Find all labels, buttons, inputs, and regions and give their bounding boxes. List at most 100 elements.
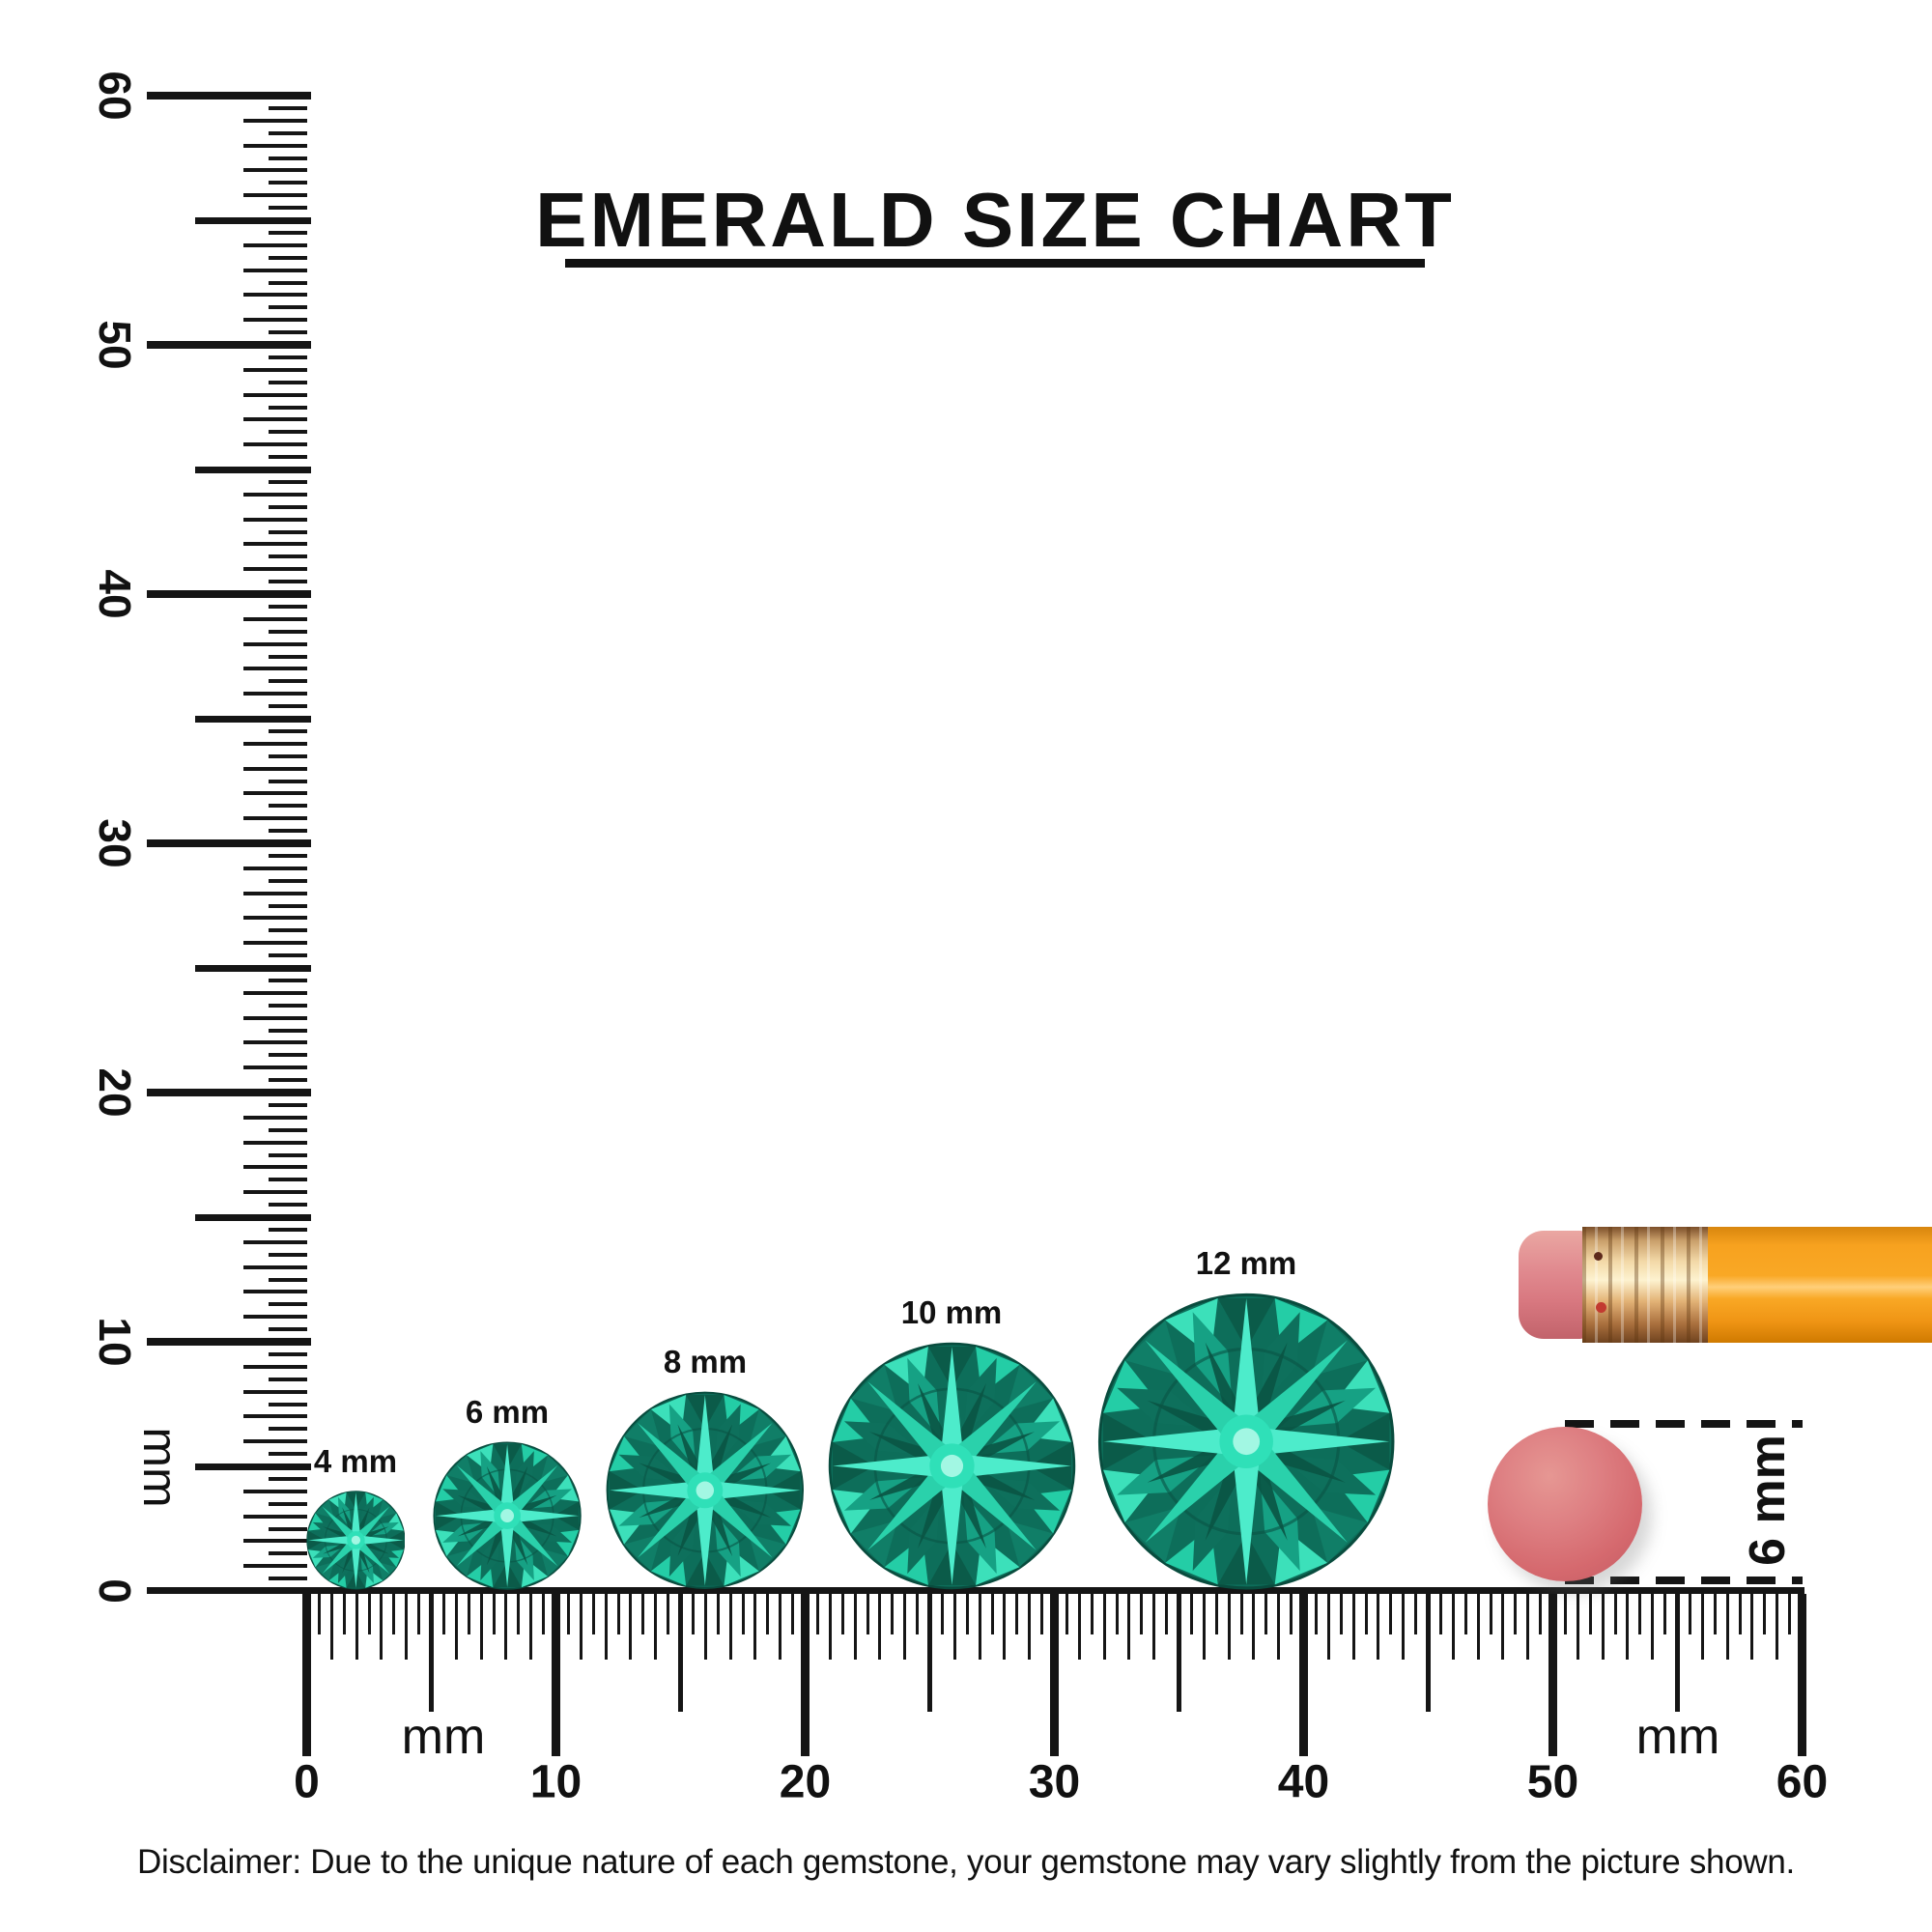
horizontal-ruler-tick [566, 1594, 570, 1634]
vertical-ruler-tick [195, 216, 311, 224]
vertical-ruler-tick [269, 330, 307, 335]
horizontal-ruler-tick [1663, 1594, 1667, 1634]
vertical-ruler-tick [195, 1463, 311, 1470]
vertical-ruler-tick [269, 580, 307, 584]
vertical-ruler-tick [243, 1514, 307, 1519]
horizontal-ruler-tick [1451, 1594, 1455, 1660]
pencil-ferrule [1582, 1227, 1710, 1343]
horizontal-ruler-tick [302, 1594, 311, 1756]
vertical-ruler-tick [269, 1152, 307, 1157]
horizontal-ruler-tick [454, 1594, 458, 1660]
horizontal-ruler-tick [1264, 1594, 1268, 1634]
horizontal-ruler-tick [1563, 1594, 1567, 1634]
horizontal-ruler-tick [1140, 1594, 1144, 1634]
horizontal-ruler-tick [1738, 1594, 1742, 1634]
horizontal-ruler-number: 60 [1776, 1756, 1829, 1808]
vertical-ruler-tick [243, 1239, 307, 1244]
horizontal-ruler-tick [629, 1594, 633, 1660]
horizontal-ruler-tick [579, 1594, 582, 1660]
horizontal-ruler-tick [380, 1594, 384, 1660]
horizontal-ruler-tick [1414, 1594, 1418, 1634]
vertical-ruler-tick [243, 1264, 307, 1269]
horizontal-ruler-tick [801, 1594, 810, 1756]
horizontal-ruler-tick [940, 1594, 944, 1634]
horizontal-ruler-tick [1763, 1594, 1767, 1634]
vertical-ruler-tick [269, 704, 307, 709]
vertical-ruler-tick [269, 779, 307, 783]
vertical-ruler-tick [243, 766, 307, 771]
horizontal-ruler-tick [1050, 1594, 1059, 1756]
horizontal-ruler-tick [479, 1594, 483, 1660]
vertical-ruler-tick [269, 928, 307, 933]
horizontal-ruler-tick [779, 1594, 782, 1660]
horizontal-ruler-tick [990, 1594, 994, 1634]
horizontal-ruler-tick [1314, 1594, 1318, 1634]
eraser-size-label: 6 mm [1740, 1435, 1796, 1566]
vertical-ruler-tick [243, 1140, 307, 1145]
horizontal-ruler-tick [1798, 1594, 1806, 1756]
vertical-ruler-tick [243, 143, 307, 148]
horizontal-ruler-tick [1700, 1594, 1704, 1660]
pencil-ferrule-rivet [1596, 1302, 1606, 1313]
emerald-gem [305, 1491, 406, 1590]
horizontal-ruler-tick [1788, 1594, 1792, 1634]
vertical-ruler-tick [243, 1564, 307, 1569]
vertical-ruler-tick [243, 816, 307, 821]
horizontal-ruler-tick [815, 1594, 819, 1634]
vertical-ruler-tick [269, 1227, 307, 1232]
vertical-ruler-tick [269, 479, 307, 484]
vertical-ruler-tick [243, 367, 307, 372]
vertical-ruler-tick [195, 964, 311, 972]
vertical-ruler-tick [243, 941, 307, 946]
vertical-ruler-tick [269, 1551, 307, 1556]
vertical-ruler-number: 60 [90, 71, 140, 121]
horizontal-ruler-tick [392, 1594, 396, 1634]
vertical-ruler-tick [269, 1203, 307, 1208]
horizontal-ruler-tick [417, 1594, 421, 1634]
horizontal-ruler-unit-left: mm [401, 1709, 486, 1765]
horizontal-ruler-number: 50 [1526, 1756, 1579, 1808]
horizontal-ruler-tick [1526, 1594, 1530, 1660]
horizontal-ruler-tick [492, 1594, 496, 1634]
vertical-ruler-number: 20 [90, 1067, 140, 1118]
vertical-ruler-tick [269, 1053, 307, 1058]
horizontal-ruler-tick [529, 1594, 533, 1660]
vertical-ruler-tick [269, 206, 307, 211]
vertical-ruler-tick [269, 1028, 307, 1033]
horizontal-ruler-tick [1364, 1594, 1368, 1634]
horizontal-ruler-tick [1239, 1594, 1243, 1634]
horizontal-ruler-tick [952, 1594, 956, 1660]
vertical-ruler-tick [243, 1539, 307, 1544]
horizontal-ruler-tick [1177, 1594, 1181, 1712]
horizontal-ruler-tick [317, 1594, 321, 1634]
vertical-ruler-tick [269, 504, 307, 509]
horizontal-ruler-tick [429, 1594, 434, 1712]
vertical-ruler-tick [243, 891, 307, 895]
horizontal-ruler-tick [552, 1594, 560, 1756]
vertical-ruler-tick [243, 542, 307, 547]
horizontal-ruler-tick [616, 1594, 620, 1634]
horizontal-ruler-tick [678, 1594, 683, 1712]
horizontal-ruler-tick [965, 1594, 969, 1634]
gem-size-label: 4 mm [313, 1443, 398, 1480]
horizontal-ruler-tick [641, 1594, 645, 1634]
vertical-ruler-tick [243, 1389, 307, 1394]
horizontal-ruler-tick [927, 1594, 932, 1712]
horizontal-ruler-tick [1214, 1594, 1218, 1634]
horizontal-ruler-tick [1688, 1594, 1691, 1634]
vertical-ruler-tick [243, 193, 307, 198]
vertical-ruler-tick [269, 654, 307, 659]
vertical-ruler-number: 50 [90, 320, 140, 370]
vertical-ruler-tick [269, 1577, 307, 1581]
horizontal-ruler-baseline [147, 1587, 1804, 1594]
horizontal-ruler-tick [828, 1594, 832, 1660]
vertical-ruler-tick [147, 92, 311, 99]
horizontal-ruler-tick [1015, 1594, 1019, 1634]
horizontal-ruler-tick [1489, 1594, 1492, 1634]
vertical-ruler-tick [243, 442, 307, 447]
vertical-ruler-tick [243, 641, 307, 646]
vertical-ruler-tick [243, 1115, 307, 1120]
vertical-ruler-tick [147, 1338, 311, 1346]
vertical-ruler-number: 10 [90, 1317, 140, 1367]
